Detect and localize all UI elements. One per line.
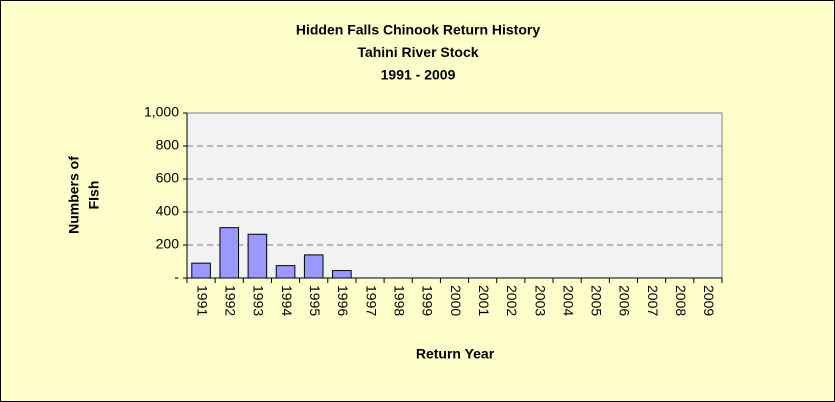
- bar: [303, 254, 324, 279]
- y-tick-label: 600: [156, 170, 180, 186]
- bar: [332, 270, 352, 279]
- x-tick-label: 1993: [251, 285, 267, 316]
- chart-title: Hidden Falls Chinook Return History: [296, 22, 540, 38]
- chart-title: 1991 - 2009: [381, 67, 456, 83]
- x-tick-label: 1991: [194, 285, 210, 316]
- x-tick-label: 1992: [223, 285, 239, 316]
- y-tick-label: 200: [156, 236, 180, 252]
- x-tick-label: 1996: [335, 285, 351, 316]
- y-tick-label: 400: [156, 203, 180, 219]
- x-tick-label: 2007: [645, 285, 661, 316]
- x-tick-label: 2000: [448, 285, 464, 316]
- bar: [219, 227, 240, 279]
- x-tick-label: 1998: [391, 285, 407, 316]
- bar: [247, 233, 268, 279]
- y-axis-label: FIsh: [86, 181, 102, 210]
- x-tick-label: 2001: [476, 285, 492, 316]
- y-tick-label: 1,000: [144, 104, 179, 120]
- x-tick-label: 2004: [560, 285, 576, 316]
- x-tick-label: 1995: [307, 285, 323, 316]
- x-tick-label: 2005: [589, 285, 605, 316]
- x-tick-label: 1994: [279, 285, 295, 316]
- bar: [275, 265, 296, 279]
- x-tick-label: 2006: [617, 285, 633, 316]
- y-axis-label: Numbers of: [66, 156, 82, 234]
- x-tick-label: 2003: [532, 285, 548, 316]
- plot-area: [186, 112, 723, 279]
- x-axis-label: Return Year: [416, 346, 495, 362]
- y-tick-label: 800: [156, 137, 180, 153]
- x-tick-label: 2008: [673, 285, 689, 316]
- chart-title: Tahini River Stock: [357, 44, 478, 60]
- x-tick-label: 2009: [701, 285, 717, 316]
- x-tick-label: 1997: [363, 285, 379, 316]
- y-tick-label: -: [174, 269, 179, 285]
- bar: [191, 262, 211, 279]
- x-tick-label: 2002: [504, 285, 520, 316]
- x-tick-label: 1999: [420, 285, 436, 316]
